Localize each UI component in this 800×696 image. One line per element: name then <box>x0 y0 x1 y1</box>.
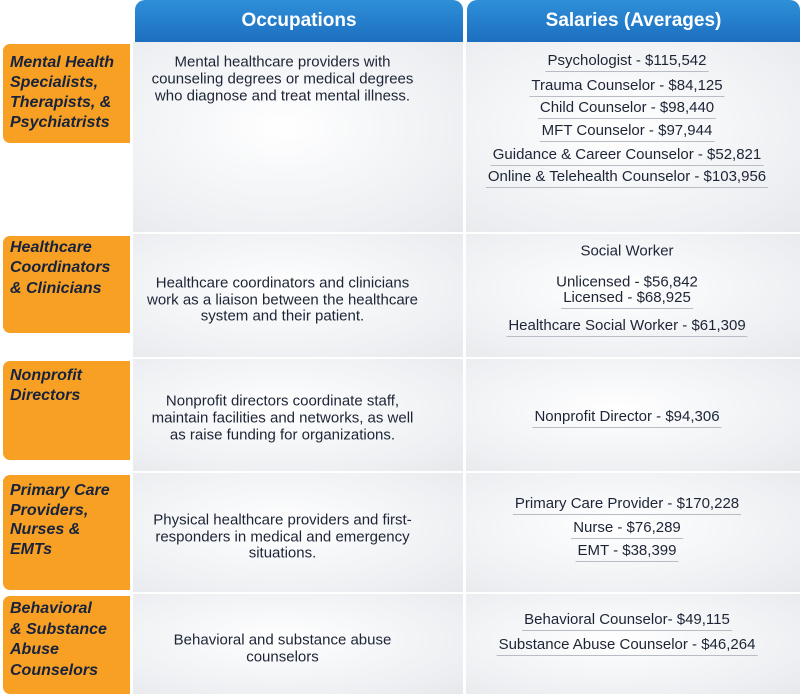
occupation-cell <box>133 234 463 357</box>
occupation-cell <box>133 42 463 232</box>
row-label: Behavioral <box>10 600 92 617</box>
header-occupations: Occupations <box>135 0 463 42</box>
salary-line: Nurse - $76,289 <box>571 519 683 539</box>
description: maintain facilities and networks, as wel… <box>151 409 414 427</box>
description: system and their patient. <box>200 307 365 325</box>
description: Physical healthcare providers and first- <box>153 511 412 529</box>
salary-line: Unlicensed - $56,842 <box>556 273 698 291</box>
description: Mental healthcare providers with <box>174 53 391 71</box>
row-label: Primary Care <box>10 482 110 499</box>
row-label: Providers, <box>10 502 89 519</box>
description: work as a liaison between the healthcare <box>147 291 418 309</box>
row-label: Therapists, & <box>10 94 112 111</box>
row-label-tab <box>3 236 130 333</box>
description: Healthcare coordinators and clinicians <box>155 274 410 292</box>
description: as raise funding for organizations. <box>169 426 396 444</box>
header-salaries: Salaries (Averages) <box>467 0 800 42</box>
row-label: EMTs <box>10 541 53 558</box>
salary-line: Substance Abuse Counselor - $46,264 <box>496 636 758 656</box>
row-label: Nurses & <box>10 521 81 538</box>
description: responders in medical and emergency <box>155 528 410 546</box>
occupation-cell <box>133 594 463 694</box>
row-label: & Substance <box>10 621 107 638</box>
salary-cell <box>466 473 800 592</box>
salary-line: Online & Telehealth Counselor - $103,956 <box>485 168 769 188</box>
salary-line: Child Counselor - $98,440 <box>537 99 717 119</box>
salary-line: MFT Counselor - $97,944 <box>539 122 715 142</box>
row-label: Specialists, <box>10 74 99 91</box>
row-label: & Clinicians <box>10 280 102 297</box>
row-label: Psychiatrists <box>10 114 110 131</box>
row-label: Counselors <box>10 662 99 679</box>
row-label-tab <box>3 361 130 460</box>
description: Behavioral and substance abuse <box>173 631 392 649</box>
occupation-cell <box>133 359 463 471</box>
description: situations. <box>248 544 317 562</box>
salary-line: Social Worker <box>580 242 674 260</box>
row-label-tab <box>3 596 130 694</box>
row-label-tab <box>3 475 130 590</box>
row-label-tab <box>3 44 130 143</box>
row-label: Directors <box>10 387 81 404</box>
row-label: Coordinators <box>10 259 111 276</box>
salary-cell <box>466 359 800 471</box>
row-label: Abuse <box>10 641 59 658</box>
row-label: Nonprofit <box>10 367 82 384</box>
salary-line: Guidance & Career Counselor - $52,821 <box>490 146 764 166</box>
description: who diagnose and treat mental illness. <box>154 87 411 105</box>
salary-cell <box>466 42 800 232</box>
description: Nonprofit directors coordinate staff, <box>165 392 400 410</box>
description: counseling degrees or medical degrees <box>151 70 414 88</box>
salary-line: Healthcare Social Worker - $61,309 <box>506 317 748 337</box>
salary-line: Primary Care Provider - $170,228 <box>512 495 742 515</box>
salary-line: EMT - $38,399 <box>575 542 679 562</box>
occupation-cell <box>133 473 463 592</box>
description: counselors <box>246 648 319 666</box>
row-label: Healthcare <box>10 239 92 256</box>
salary-line: Behavioral Counselor- $49,115 <box>522 611 732 631</box>
row-label: Mental Health <box>10 54 115 71</box>
salary-line: Trauma Counselor - $84,125 <box>529 77 725 97</box>
salary-line: Nonprofit Director - $94,306 <box>532 408 722 428</box>
salary-line: Licensed - $68,925 <box>561 289 693 309</box>
salary-line: Psychologist - $115,542 <box>545 52 709 72</box>
salary-cell <box>466 594 800 694</box>
